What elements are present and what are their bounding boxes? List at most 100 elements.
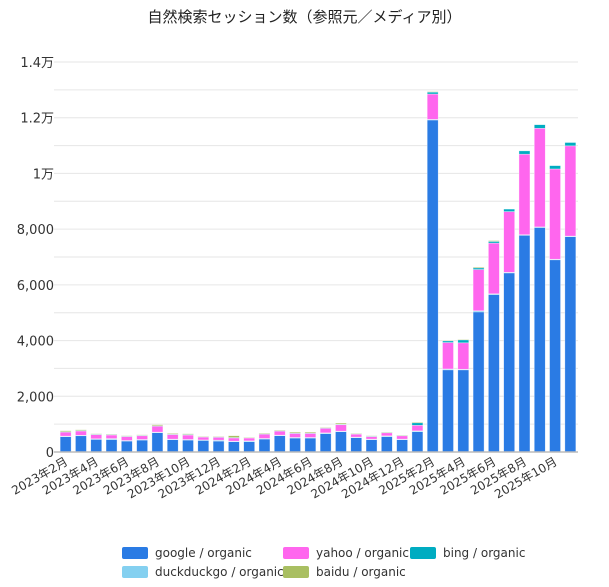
bar-segment [518, 150, 531, 155]
bar-segment [319, 427, 332, 434]
bar-segment [549, 165, 561, 170]
legend-label: google / organic [155, 546, 252, 560]
bar-segment [335, 424, 347, 432]
bar-segment [228, 441, 240, 453]
bar-segment [365, 439, 378, 453]
bar-segment [304, 431, 317, 434]
bar-segment [533, 227, 546, 453]
bar-segment [273, 430, 286, 436]
bar-segment [488, 294, 500, 453]
legend-item-duckduckgo: duckduckgo / organic [122, 565, 284, 579]
bar-segment [304, 437, 317, 453]
y-tick-label: 4,000 [17, 335, 54, 350]
bar-segment [105, 433, 118, 435]
bar-segment [350, 433, 363, 435]
legend-swatch-yahoo [283, 547, 309, 559]
bar-segment [350, 437, 363, 453]
bar-segment [289, 437, 301, 453]
bar-segment [472, 269, 485, 312]
bar-segment [258, 432, 271, 435]
bar-segment [442, 340, 454, 342]
bar-segment [90, 439, 103, 453]
bar-segment [396, 435, 408, 440]
bar-segment [472, 311, 485, 453]
legend-label: duckduckgo / organic [155, 565, 284, 579]
bar-segment [503, 272, 515, 453]
legend-label: baidu / organic [316, 565, 406, 579]
bar-segment [411, 424, 424, 432]
bar-segment [335, 431, 347, 453]
bar-segment [59, 430, 72, 432]
y-tick-label: 0 [46, 446, 54, 461]
legend-swatch-duckduckgo [122, 566, 148, 578]
bar-segment [75, 430, 87, 436]
bar-segment [212, 440, 225, 453]
bar-segment [75, 429, 87, 431]
bar-segment [289, 431, 301, 434]
bar-segment [319, 427, 332, 429]
bar-segment [166, 439, 179, 453]
bar-segment [151, 432, 164, 453]
bar-segment [212, 436, 225, 438]
bar-segment [396, 439, 408, 453]
y-tick-label: 1万 [33, 167, 54, 182]
bar-segment [426, 93, 439, 120]
bar-segment [365, 435, 378, 437]
y-tick-label: 1.2万 [20, 112, 54, 127]
y-tick-label: 8,000 [17, 223, 54, 238]
chart-title: 自然検索セッション数（参照元／メディア別） [147, 8, 462, 26]
bar-segment [411, 421, 424, 424]
y-tick-label: 1.4万 [20, 56, 54, 71]
bar-segment [166, 434, 179, 440]
bar-segment [197, 440, 210, 453]
bar-segment [503, 208, 515, 212]
bar-segment [518, 153, 531, 236]
bar-segment [105, 439, 118, 453]
bar-segment [121, 440, 133, 453]
bar-segment [365, 436, 378, 440]
bar-segment [396, 434, 408, 436]
y-tick-label: 2,000 [17, 390, 54, 405]
bar-segment [472, 266, 485, 269]
bar-segment [564, 236, 577, 453]
bar-segment [503, 211, 515, 273]
bar-segment [136, 435, 148, 440]
bar-segment [457, 342, 470, 370]
bar-segment [411, 431, 424, 453]
legend-item-baidu: baidu / organic [283, 565, 406, 579]
legend-label: bing / organic [443, 546, 526, 560]
bar-segment [59, 436, 72, 453]
bar-segment [105, 434, 118, 439]
bar-segment [442, 369, 454, 453]
bar-segment [151, 424, 164, 427]
bar-segment [121, 435, 133, 437]
legend-item-yahoo: yahoo / organic [283, 546, 409, 560]
legend-item-google: google / organic [122, 546, 252, 560]
stacked-bar-chart: 02,0004,0006,0008,0001万1.2万1.4万2023年2月20… [9, 56, 578, 502]
legend-swatch-baidu [283, 566, 309, 578]
bar-segment [258, 438, 271, 453]
bar-segment [90, 433, 103, 435]
bar-segment [549, 259, 561, 453]
bar-segment [90, 434, 103, 440]
bar-segment [304, 432, 317, 438]
bar-segment [258, 433, 271, 439]
bar-segment [136, 439, 148, 453]
bar-segment [166, 433, 179, 435]
legend-swatch-google [122, 547, 148, 559]
bar-segment [121, 436, 133, 441]
bar-segment [59, 431, 72, 437]
bar-segment [564, 145, 577, 237]
y-tick-label: 6,000 [17, 279, 54, 294]
bar-segment [442, 342, 454, 370]
bar-segment [457, 369, 470, 453]
bar-segment [243, 441, 255, 453]
bar-segment [136, 434, 148, 436]
legend-item-bing: bing / organic [410, 546, 525, 560]
bar-segment [518, 234, 531, 453]
bar-segment [381, 431, 393, 433]
bar-segment [335, 422, 347, 425]
bar-segment [426, 119, 439, 453]
bar-segment [197, 436, 210, 438]
